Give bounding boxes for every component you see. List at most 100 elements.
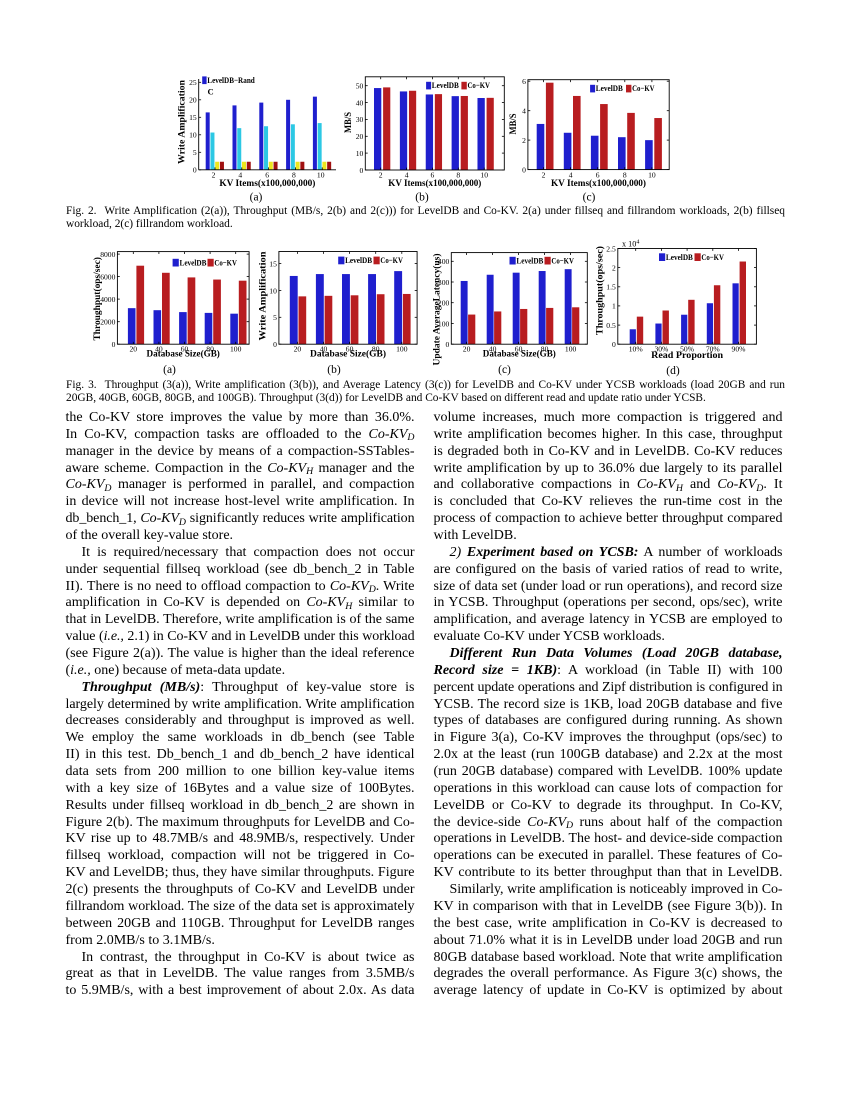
svg-text:4: 4 bbox=[405, 170, 409, 179]
svg-text:LevelDB: LevelDB bbox=[666, 252, 693, 262]
svg-text:0: 0 bbox=[522, 165, 526, 174]
svg-text:80: 80 bbox=[372, 344, 380, 353]
svg-text:2: 2 bbox=[542, 170, 546, 179]
svg-text:2: 2 bbox=[612, 263, 616, 272]
svg-text:300: 300 bbox=[438, 278, 450, 287]
svg-text:(c): (c) bbox=[498, 364, 511, 376]
svg-text:40: 40 bbox=[356, 98, 364, 107]
svg-text:(a): (a) bbox=[250, 192, 263, 204]
svg-text:2000: 2000 bbox=[100, 318, 115, 327]
svg-text:Write Amplification: Write Amplification bbox=[259, 251, 269, 341]
svg-text:6: 6 bbox=[431, 170, 435, 179]
svg-text:Database Size(GB): Database Size(GB) bbox=[310, 349, 386, 360]
svg-text:100: 100 bbox=[438, 319, 450, 328]
svg-text:C: C bbox=[208, 87, 214, 97]
svg-text:KV Items(x100,000,000): KV Items(x100,000,000) bbox=[388, 178, 481, 189]
svg-text:KV Items(x100,000,000): KV Items(x100,000,000) bbox=[219, 178, 315, 189]
svg-text:90%: 90% bbox=[732, 344, 747, 353]
svg-text:60: 60 bbox=[181, 344, 189, 353]
svg-text:60: 60 bbox=[346, 344, 354, 353]
svg-text:0: 0 bbox=[193, 166, 197, 175]
svg-text:(b): (b) bbox=[327, 364, 341, 376]
svg-text:Read Proportion: Read Proportion bbox=[651, 351, 724, 361]
svg-text:5: 5 bbox=[193, 148, 197, 157]
svg-text:Co−KV: Co−KV bbox=[214, 257, 237, 267]
svg-text:0: 0 bbox=[360, 166, 364, 175]
svg-text:40: 40 bbox=[320, 344, 328, 353]
svg-text:50: 50 bbox=[356, 82, 364, 91]
svg-text:(b): (b) bbox=[415, 192, 429, 204]
svg-text:40: 40 bbox=[155, 344, 163, 353]
svg-text:30: 30 bbox=[356, 115, 364, 124]
svg-text:80: 80 bbox=[206, 344, 214, 353]
svg-text:25: 25 bbox=[189, 78, 197, 87]
svg-text:60: 60 bbox=[515, 344, 523, 353]
svg-text:Co−KV: Co−KV bbox=[380, 255, 403, 265]
svg-text:2: 2 bbox=[212, 170, 216, 179]
svg-text:15: 15 bbox=[269, 259, 277, 268]
svg-text:10: 10 bbox=[480, 170, 488, 179]
svg-text:100: 100 bbox=[565, 344, 577, 353]
svg-text:(d): (d) bbox=[666, 365, 680, 377]
svg-text:Co−KV: Co−KV bbox=[551, 255, 574, 265]
svg-text:10%: 10% bbox=[629, 344, 644, 353]
svg-text:40: 40 bbox=[489, 344, 497, 353]
svg-text:30%: 30% bbox=[654, 344, 669, 353]
svg-text:8: 8 bbox=[456, 170, 460, 179]
svg-text:10: 10 bbox=[648, 170, 656, 179]
svg-text:(a): (a) bbox=[163, 364, 176, 376]
svg-text:10: 10 bbox=[356, 149, 364, 158]
svg-text:2.5: 2.5 bbox=[606, 244, 616, 253]
svg-text:6000: 6000 bbox=[100, 272, 115, 281]
svg-text:Co−KV: Co−KV bbox=[468, 80, 491, 90]
svg-text:LevelDB: LevelDB bbox=[516, 255, 543, 265]
svg-text:LevelDB−Rand: LevelDB−Rand bbox=[207, 75, 255, 85]
svg-text:(c): (c) bbox=[583, 192, 596, 204]
svg-text:50%: 50% bbox=[680, 344, 695, 353]
svg-text:Throughput(ops/sec): Throughput(ops/sec) bbox=[92, 257, 103, 341]
svg-text:0.5: 0.5 bbox=[606, 321, 616, 330]
svg-text:15: 15 bbox=[189, 113, 197, 122]
svg-text:1.5: 1.5 bbox=[606, 283, 616, 292]
svg-text:8: 8 bbox=[623, 170, 627, 179]
svg-text:4: 4 bbox=[569, 170, 573, 179]
svg-text:1: 1 bbox=[612, 302, 616, 311]
svg-text:200: 200 bbox=[438, 299, 450, 308]
svg-text:MB/S: MB/S bbox=[344, 112, 354, 133]
svg-text:4000: 4000 bbox=[100, 295, 115, 304]
svg-text:6: 6 bbox=[522, 77, 526, 86]
svg-text:8000: 8000 bbox=[100, 250, 115, 259]
svg-text:400: 400 bbox=[438, 257, 450, 266]
svg-text:MB/S: MB/S bbox=[509, 114, 519, 135]
svg-text:LevelDB: LevelDB bbox=[345, 255, 372, 265]
svg-text:Update AverageLatency(us): Update AverageLatency(us) bbox=[432, 254, 443, 366]
svg-text:0: 0 bbox=[112, 340, 116, 349]
svg-text:LevelDB: LevelDB bbox=[180, 257, 207, 267]
svg-text:5: 5 bbox=[273, 313, 277, 322]
svg-text:4: 4 bbox=[238, 170, 242, 179]
svg-text:2: 2 bbox=[522, 136, 526, 145]
svg-text:Throughput(ops/sec): Throughput(ops/sec) bbox=[595, 246, 606, 335]
svg-text:8: 8 bbox=[292, 170, 296, 179]
svg-text:4: 4 bbox=[522, 107, 526, 116]
svg-text:0: 0 bbox=[446, 340, 450, 349]
svg-text:0: 0 bbox=[273, 340, 277, 349]
svg-text:LevelDB: LevelDB bbox=[596, 83, 623, 93]
svg-text:0: 0 bbox=[612, 340, 616, 349]
svg-text:KV Items(x100,000,000): KV Items(x100,000,000) bbox=[551, 178, 646, 189]
svg-text:Database Size(GB): Database Size(GB) bbox=[147, 349, 220, 360]
svg-text:100: 100 bbox=[230, 344, 242, 353]
svg-text:Database Size(GB): Database Size(GB) bbox=[483, 349, 556, 360]
svg-text:20: 20 bbox=[130, 344, 138, 353]
svg-text:Co−KV: Co−KV bbox=[632, 83, 655, 93]
svg-text:6: 6 bbox=[265, 170, 269, 179]
svg-text:2: 2 bbox=[379, 170, 383, 179]
svg-text:10: 10 bbox=[269, 286, 277, 295]
svg-text:20: 20 bbox=[463, 344, 471, 353]
svg-text:20: 20 bbox=[356, 132, 364, 141]
svg-text:10: 10 bbox=[189, 131, 197, 140]
svg-text:70%: 70% bbox=[706, 344, 721, 353]
svg-text:LevelDB: LevelDB bbox=[432, 80, 459, 90]
svg-text:20: 20 bbox=[294, 344, 302, 353]
svg-text:Write Amplification: Write Amplification bbox=[178, 79, 188, 164]
